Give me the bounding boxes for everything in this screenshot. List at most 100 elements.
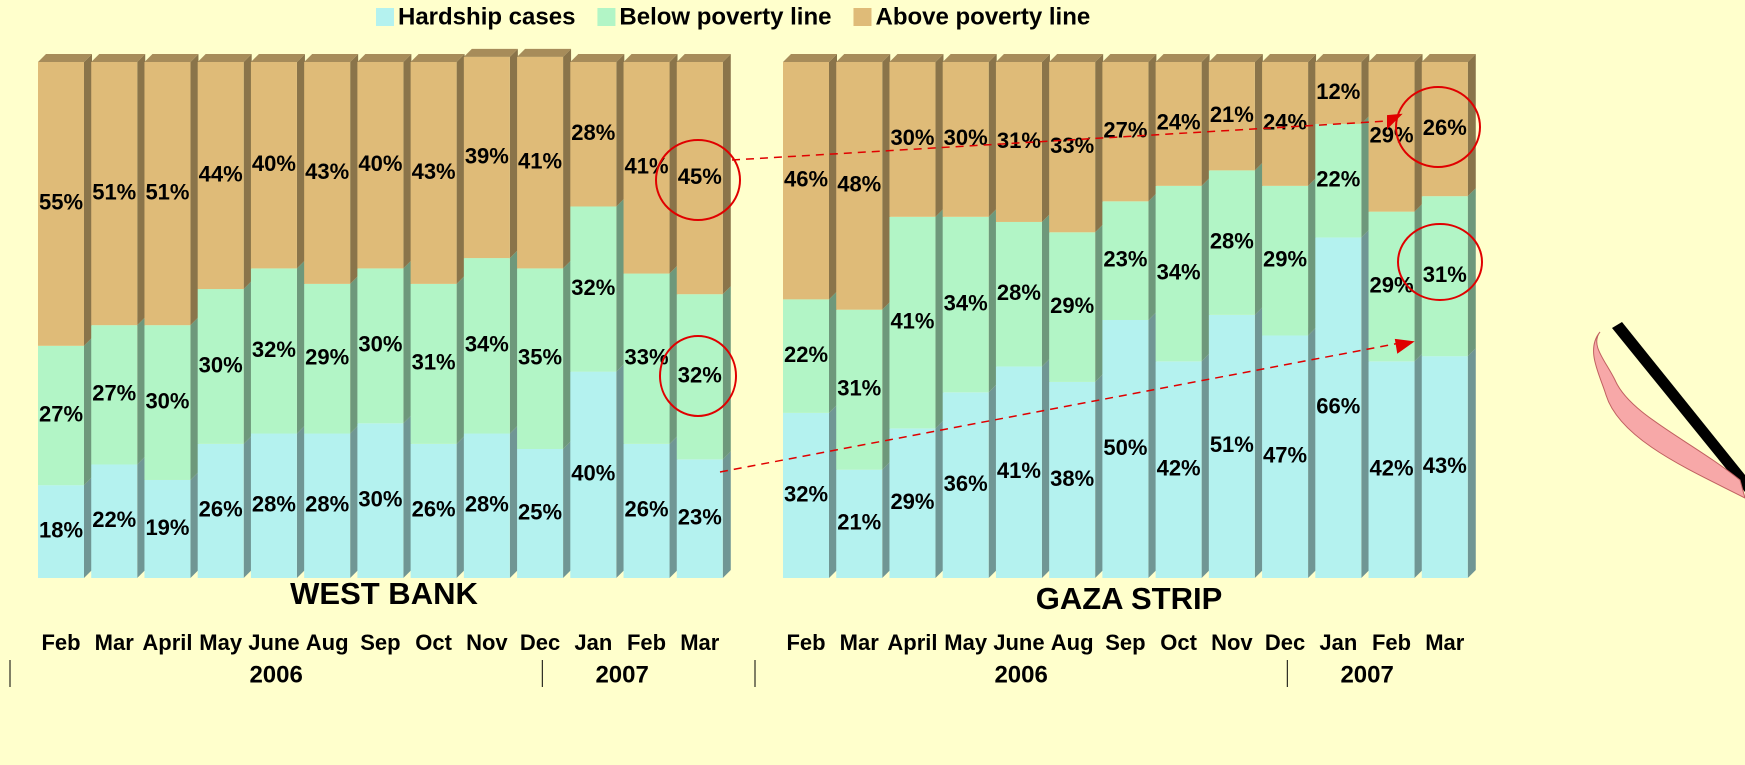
bar-side — [563, 441, 572, 578]
bar — [995, 62, 1042, 222]
bar — [836, 62, 883, 310]
bar-side — [1254, 162, 1263, 315]
data-label: 47% — [1263, 443, 1307, 468]
bar — [570, 371, 617, 578]
x-tick-label: Dec — [520, 630, 560, 655]
bar-side — [1361, 54, 1370, 124]
bar — [1315, 123, 1362, 238]
data-label: 26% — [199, 497, 243, 522]
data-label: 28% — [571, 120, 615, 145]
bar-side — [829, 404, 837, 578]
bar-side — [350, 54, 359, 284]
arrow-head — [1394, 338, 1415, 354]
bar — [1315, 62, 1362, 124]
data-label: 31% — [997, 128, 1041, 153]
data-label: 23% — [678, 504, 722, 529]
bar-side — [988, 208, 997, 393]
data-label: 30% — [145, 388, 189, 413]
bar-top — [623, 54, 678, 62]
bar — [995, 366, 1042, 578]
bar-side — [722, 286, 731, 460]
x-group-label: 2007 — [1340, 661, 1393, 688]
bar-side — [243, 435, 252, 578]
bar — [1262, 185, 1309, 336]
data-label: 31% — [1423, 262, 1467, 287]
bar — [1049, 62, 1096, 233]
data-label: 34% — [1157, 259, 1201, 284]
bar — [889, 428, 936, 578]
x-tick-label: Feb — [41, 630, 80, 655]
data-label: 24% — [1263, 110, 1307, 135]
x-tick-label: Nov — [466, 630, 508, 655]
legend-label: Hardship cases — [398, 3, 575, 30]
bar — [623, 443, 670, 578]
data-label: 29% — [1263, 246, 1307, 271]
bar — [1155, 62, 1202, 186]
data-label: 38% — [1050, 466, 1094, 491]
bar-top — [1262, 54, 1317, 62]
bar-side — [616, 198, 625, 372]
bar-top — [1049, 54, 1104, 62]
pointer-stick — [1612, 322, 1745, 492]
highlight-circle — [1397, 223, 1483, 301]
bar-side — [988, 54, 997, 217]
bar — [1368, 62, 1415, 212]
bar-side — [1467, 348, 1476, 578]
data-label: 22% — [1316, 166, 1360, 191]
highlight-circle — [655, 139, 741, 221]
data-label: 27% — [39, 401, 83, 426]
bar — [357, 423, 404, 578]
chart-title: WEST BANK — [290, 576, 478, 611]
bar — [1155, 185, 1202, 362]
bar-side — [350, 425, 359, 578]
bar-side — [403, 415, 412, 578]
bar-side — [1095, 373, 1104, 578]
bar-side — [1467, 54, 1476, 197]
bar-side — [829, 291, 837, 413]
bar-side — [1095, 224, 1104, 382]
data-label: 41% — [625, 154, 669, 179]
bar — [783, 412, 829, 578]
data-label: 26% — [625, 497, 669, 522]
data-label: 29% — [305, 345, 349, 370]
bar-side — [509, 425, 518, 578]
bar — [623, 62, 670, 274]
bar — [1368, 361, 1415, 578]
bar-side — [243, 54, 252, 290]
bar-side — [84, 337, 92, 486]
x-tick-label: Oct — [415, 630, 452, 655]
bar-side — [403, 54, 412, 269]
data-label: 24% — [1157, 110, 1201, 135]
bar-side — [1467, 188, 1476, 357]
bar-top — [889, 54, 944, 62]
bar-side — [1148, 312, 1157, 578]
bar-side — [137, 456, 146, 578]
data-label: 48% — [837, 172, 881, 197]
bar — [1421, 356, 1468, 578]
bar-side — [1148, 54, 1157, 202]
bar — [357, 62, 404, 269]
data-label: 22% — [784, 342, 828, 367]
arrow-head — [1387, 113, 1403, 130]
bar — [783, 62, 829, 300]
bar-side — [829, 54, 837, 300]
bar-top — [304, 54, 359, 62]
bar-side — [882, 54, 891, 310]
bar — [570, 62, 617, 207]
bar-top — [942, 54, 997, 62]
bar-side — [509, 48, 518, 259]
x-tick-label: April — [887, 630, 937, 655]
x-tick-label: April — [142, 630, 192, 655]
bar-side — [84, 477, 92, 578]
data-label: 45% — [678, 164, 722, 189]
bar — [463, 433, 510, 578]
data-label: 42% — [1370, 455, 1414, 480]
bar — [942, 392, 989, 578]
x-tick-label: Sep — [360, 630, 400, 655]
data-label: 40% — [252, 151, 296, 176]
data-label: 44% — [199, 161, 243, 186]
bar — [1208, 314, 1255, 578]
legend-label: Above poverty line — [875, 3, 1090, 30]
data-label: 51% — [145, 179, 189, 204]
data-label: 26% — [1423, 115, 1467, 140]
